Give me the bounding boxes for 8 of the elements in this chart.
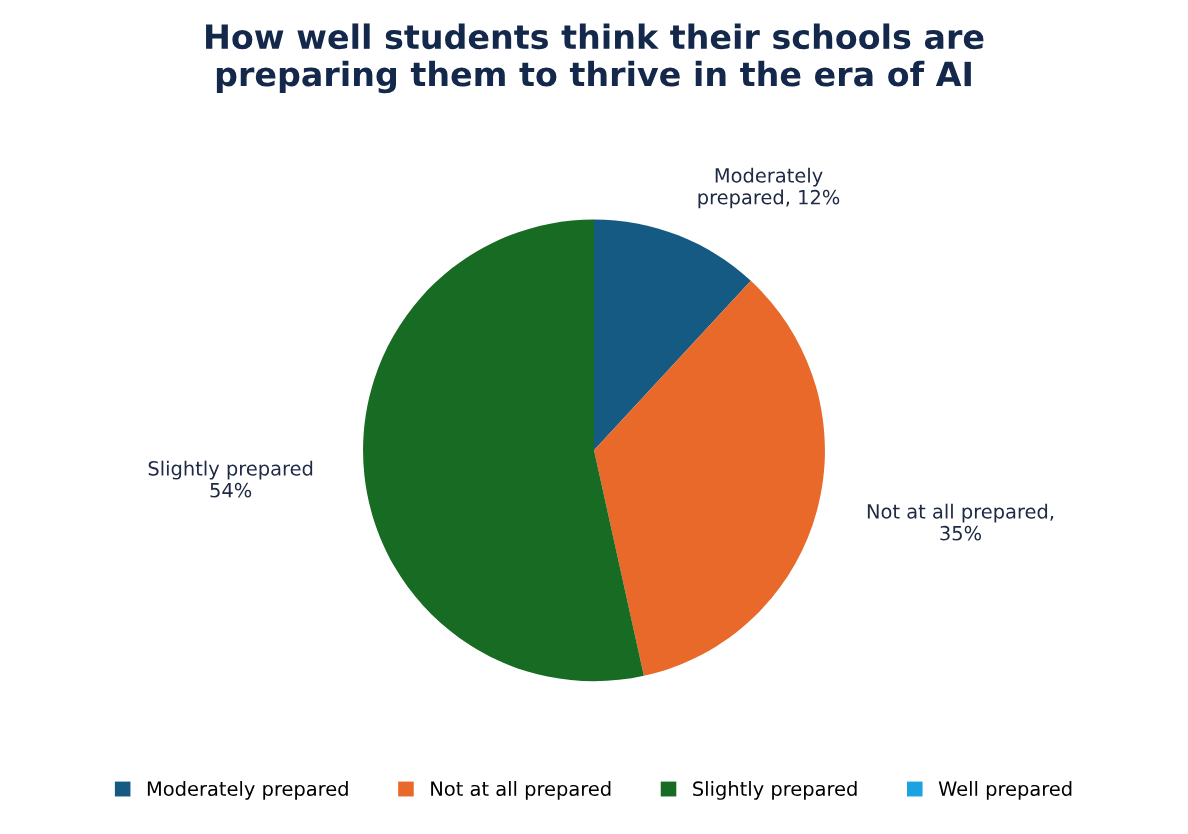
data-label: Slightly prepared 54% xyxy=(148,460,313,498)
data-label: Not at all prepared, 35% xyxy=(867,503,1054,541)
legend-label: Well prepared xyxy=(938,781,1072,800)
data-label: Moderately prepared, 12% xyxy=(698,167,840,209)
legend-label: Slightly prepared xyxy=(693,781,857,800)
legend-label: Moderately prepared xyxy=(147,781,348,800)
chart-title: How well students think their schools are preparing them to thrive in the era of AI xyxy=(206,23,984,94)
legend-label: Not at all prepared xyxy=(431,781,611,800)
